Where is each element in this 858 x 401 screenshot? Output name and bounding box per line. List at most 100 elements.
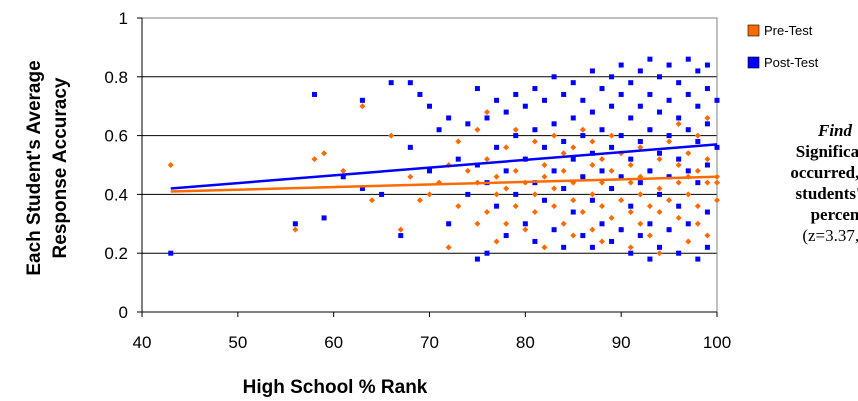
pre-test-point-17 bbox=[464, 167, 471, 174]
post-test-point-9 bbox=[398, 233, 404, 239]
pre-test-trendline bbox=[170, 175, 718, 193]
post-test-point-112 bbox=[685, 56, 691, 62]
post-test-point-27 bbox=[494, 97, 500, 103]
x-tick-label-2: 60 bbox=[324, 333, 343, 352]
pre-test-point-28 bbox=[503, 185, 510, 192]
post-test-point-70 bbox=[599, 221, 605, 227]
x-tick-label-5: 90 bbox=[612, 333, 631, 352]
post-test-point-31 bbox=[503, 168, 509, 174]
post-test-point-95 bbox=[647, 221, 653, 227]
post-test-point-50 bbox=[561, 91, 567, 97]
post-test-point-102 bbox=[666, 62, 672, 68]
pre-test-point-108 bbox=[714, 197, 720, 204]
y-tick-label-5: 1 bbox=[119, 9, 128, 28]
post-test-point-97 bbox=[657, 74, 662, 80]
x-tick-label-0: 40 bbox=[133, 333, 152, 352]
pre-test-point-6 bbox=[369, 197, 375, 204]
pre-test-point-13 bbox=[445, 244, 452, 251]
post-test-point-13 bbox=[427, 103, 432, 109]
post-test-point-58 bbox=[580, 97, 586, 103]
post-test-point-67 bbox=[599, 86, 605, 92]
post-test-point-89 bbox=[637, 180, 643, 186]
post-test-point-32 bbox=[503, 233, 509, 239]
post-test-point-83 bbox=[628, 156, 634, 162]
post-test-point-129 bbox=[714, 144, 720, 150]
pre-test-point-25 bbox=[493, 173, 500, 180]
post-test-point-99 bbox=[657, 150, 662, 156]
y-tick-label-3: 0.6 bbox=[104, 127, 128, 146]
post-test-point-56 bbox=[570, 156, 576, 162]
pre-test-point-105 bbox=[704, 232, 711, 239]
post-test-point-80 bbox=[618, 227, 624, 233]
x-tick-label-4: 80 bbox=[516, 333, 535, 352]
pre-test-point-26 bbox=[493, 238, 500, 245]
trendlines bbox=[170, 143, 718, 193]
post-test-point-68 bbox=[599, 127, 605, 133]
finding-annotation: Find Significant occurred, co students' … bbox=[700, 120, 858, 246]
pre-test-point-66 bbox=[608, 132, 615, 139]
finding-line-3: students' h bbox=[795, 184, 858, 203]
pre-test-point-27 bbox=[503, 144, 510, 151]
pre-test-point-51 bbox=[570, 144, 577, 151]
legend: Pre-Test Post-Test bbox=[747, 23, 819, 70]
pre-test-point-16 bbox=[455, 203, 462, 210]
pre-test-point-85 bbox=[656, 209, 663, 216]
post-test-point-125 bbox=[704, 162, 710, 168]
post-test-point-126 bbox=[704, 209, 710, 215]
finding-line-4: percen bbox=[810, 205, 858, 224]
post-test-point-34 bbox=[513, 133, 519, 139]
pre-test-point-102 bbox=[694, 220, 701, 227]
pre-test-point-98 bbox=[685, 238, 692, 245]
post-test-point-19 bbox=[465, 121, 471, 127]
post-test-point-16 bbox=[446, 221, 452, 227]
post-test-point-54 bbox=[570, 80, 576, 86]
post-test-point-48 bbox=[551, 168, 557, 174]
post-test-point-108 bbox=[676, 115, 682, 121]
pre-test-point-93 bbox=[675, 214, 682, 221]
pre-test-point-20 bbox=[474, 126, 481, 133]
pre-test-point-46 bbox=[560, 220, 567, 227]
legend-swatch-post-test bbox=[747, 56, 760, 69]
pre-test-point-92 bbox=[675, 162, 682, 168]
x-axis-title: High School % Rank bbox=[243, 377, 428, 398]
post-test-point-29 bbox=[494, 203, 500, 209]
post-test-point-5 bbox=[359, 97, 365, 103]
pre-test-point-106 bbox=[704, 114, 711, 121]
post-test-point-59 bbox=[580, 133, 586, 139]
post-test-point-86 bbox=[637, 68, 643, 74]
pre-test-point-104 bbox=[704, 156, 711, 163]
post-test-point-65 bbox=[589, 197, 595, 203]
post-test-point-60 bbox=[580, 174, 586, 180]
post-test-point-100 bbox=[657, 191, 662, 197]
post-test-point-53 bbox=[561, 244, 567, 250]
post-test-point-46 bbox=[551, 74, 557, 80]
post-test-point-71 bbox=[609, 74, 615, 80]
pre-test-point-72 bbox=[627, 162, 634, 168]
post-test-point-118 bbox=[695, 103, 701, 109]
pre-test-point-82 bbox=[646, 232, 653, 239]
pre-test-point-24 bbox=[493, 191, 500, 198]
pre-test-point-88 bbox=[666, 197, 673, 204]
pre-test-point-0 bbox=[167, 162, 174, 168]
post-test-point-15 bbox=[436, 127, 442, 133]
post-test-point-104 bbox=[666, 133, 672, 139]
pre-test-point-47 bbox=[560, 150, 567, 157]
pre-test-point-109 bbox=[714, 179, 720, 186]
pre-test-point-103 bbox=[704, 179, 711, 186]
y-axis-title-line1: Each Student's Average bbox=[24, 60, 45, 275]
pre-test-point-99 bbox=[694, 167, 701, 174]
legend-label-post-test: Post-Test bbox=[764, 55, 819, 70]
post-test-point-85 bbox=[628, 250, 634, 256]
post-test-point-44 bbox=[542, 144, 547, 150]
pre-test-point-39 bbox=[541, 173, 548, 180]
pre-test-point-56 bbox=[589, 162, 596, 168]
pre-test-point-91 bbox=[675, 179, 682, 186]
post-test-point-11 bbox=[407, 144, 413, 150]
post-test-point-110 bbox=[676, 203, 682, 209]
pre-test-point-68 bbox=[618, 197, 625, 204]
post-test-point-4 bbox=[340, 174, 346, 180]
post-test-point-81 bbox=[628, 80, 634, 86]
post-test-point-128 bbox=[714, 97, 720, 103]
post-test-point-69 bbox=[599, 168, 605, 174]
post-test-point-6 bbox=[359, 186, 365, 192]
